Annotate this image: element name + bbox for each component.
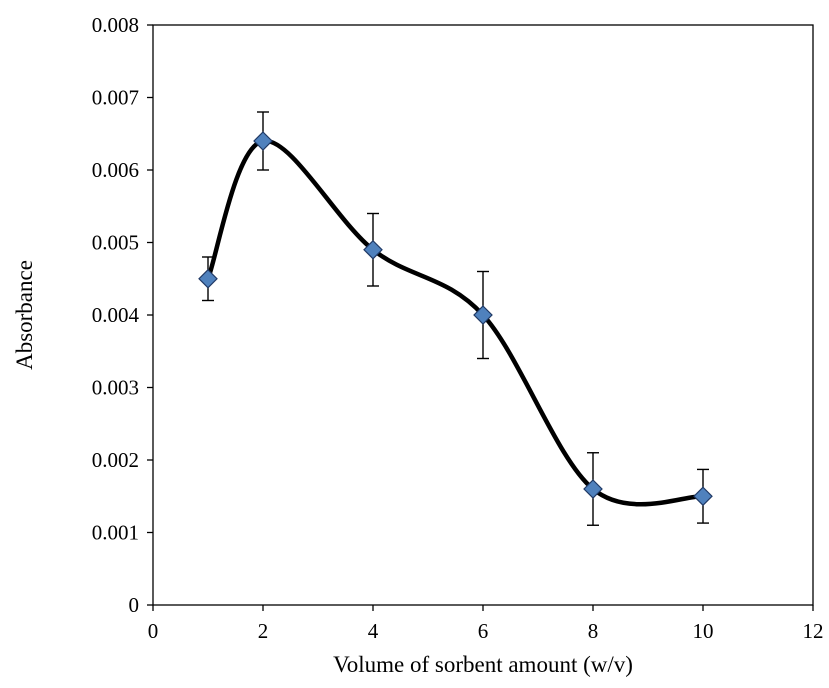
data-point-marker [363, 239, 383, 260]
x-tick-label: 8 [588, 619, 599, 643]
x-tick-label: 6 [478, 619, 489, 643]
x-tick-label: 10 [693, 619, 714, 643]
x-tick-label: 12 [803, 619, 824, 643]
y-tick-label: 0.005 [92, 231, 139, 255]
x-tick-label: 4 [368, 619, 379, 643]
x-axis-title: Volume of sorbent amount (w/v) [333, 652, 633, 677]
y-tick-label: 0.001 [92, 521, 139, 545]
x-tick-label: 0 [148, 619, 159, 643]
data-point-marker [473, 305, 493, 325]
y-tick-label: 0.006 [92, 158, 139, 182]
y-tick-label: 0.007 [92, 86, 139, 110]
data-point-marker [583, 479, 603, 499]
data-point-marker [693, 486, 713, 507]
y-tick-label: 0.004 [92, 303, 140, 327]
smoothed-series-line [205, 138, 706, 507]
y-tick-label: 0 [129, 593, 140, 617]
y-tick-label: 0.008 [92, 13, 139, 37]
y-axis-title: Absorbance [12, 260, 37, 370]
data-point-marker [253, 131, 273, 151]
x-tick-label: 2 [258, 619, 269, 643]
y-tick-label: 0.003 [92, 376, 139, 400]
data-point-marker [198, 268, 218, 289]
y-tick-label: 0.002 [92, 448, 139, 472]
